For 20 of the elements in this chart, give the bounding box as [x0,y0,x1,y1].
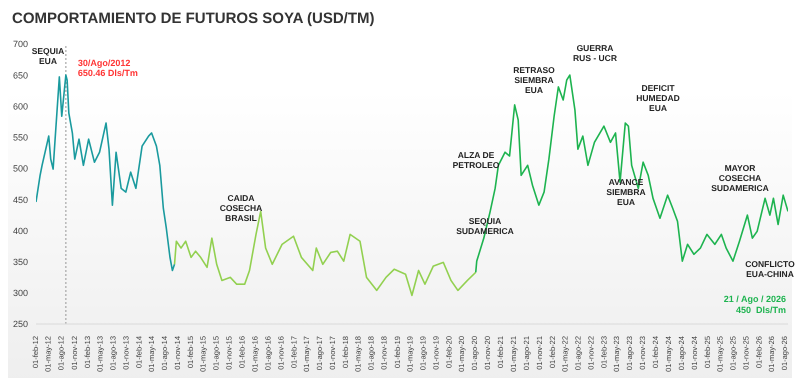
y-tick-label: 250 [12,319,28,330]
annotation: CONFLICTO EUA-CHINA [745,259,795,279]
y-tick-label: 300 [12,288,28,298]
chart-title: COMPORTAMIENTO DE FUTUROS SOYA (USD/TM) [11,9,376,29]
annotation: MAYOR COSECHA SUDAMERICA [711,163,769,193]
y-tick-label: 500 [12,164,28,174]
annotation: DEFICIT HUMEDAD EUA [636,83,680,113]
y-tick-label: 350 [12,256,28,267]
annotation: GUERRA RUS - UCR [573,43,617,63]
ref-line-label: 30/Ago/2012 650.46 Dls/Tm [78,58,138,79]
y-tick-label: 650 [12,70,28,80]
y-tick-label: 700 [12,39,28,50]
annotation: RETRASO SIEMBRA EUA [513,65,555,95]
y-tick-label: 550 [12,132,28,143]
y-tick-label: 400 [12,226,28,236]
annotation: 21 / Ago / 2026 450 Dls/Tm [724,294,786,316]
annotation: CAIDA COSECHA BRASIL [220,193,262,223]
y-tick-label: 600 [12,101,28,112]
annotation: SEQUIA EUA [32,46,64,66]
y-tick-label: 450 [12,194,28,205]
